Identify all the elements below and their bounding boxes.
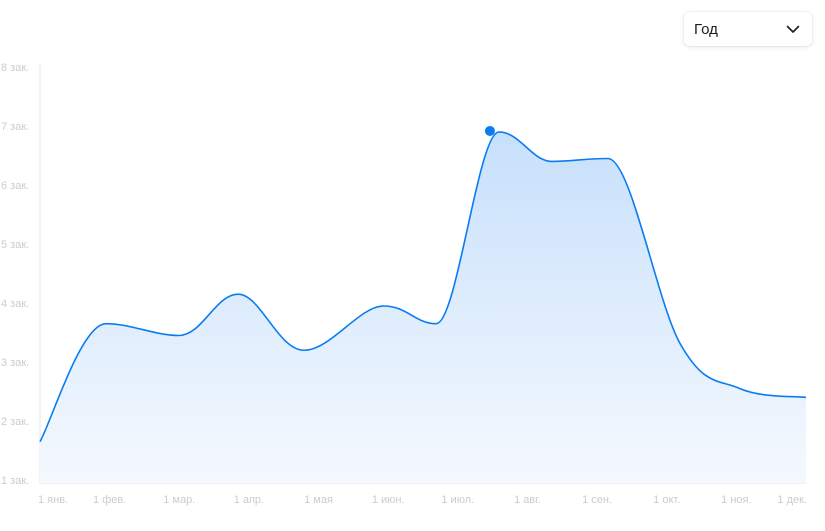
x-tick-label: 1 мар. [163,494,195,506]
x-tick-label: 1 сен. [582,494,612,506]
y-tick-label: 3 зак. [1,357,29,369]
x-tick-label: 1 дек. [777,494,807,506]
series-area [40,131,806,483]
x-tick-label: 1 ноя. [721,494,751,506]
y-tick-label: 8 зак. [1,62,29,74]
y-tick-label: 2 зак. [1,416,29,428]
y-tick-label: 6 зак. [1,180,29,192]
y-tick-label: 4 зак. [1,298,29,310]
highlight-point[interactable] [484,125,495,136]
y-tick-label: 1 зак. [1,475,29,487]
chevron-down-icon [786,22,800,36]
series-points [484,125,495,136]
x-tick-label: 1 авг. [514,494,541,506]
x-tick-label: 1 фев. [93,494,126,506]
period-select-value: Год [694,20,718,38]
y-tick-label: 5 зак. [1,239,29,251]
x-tick-label: 1 июн. [372,494,405,506]
x-tick-label: 1 янв. [38,494,68,506]
x-tick-label: 1 мая [304,494,333,506]
y-axis-ticks: 1 зак. 2 зак. 3 зак. 4 зак. 5 зак. 6 зак. 7 за… [1,62,29,487]
period-select[interactable]: Год [684,12,812,46]
x-axis-ticks: 1 янв. 1 фев. 1 мар. 1 апр. 1 мая 1 июн. 1 июл… [38,494,807,506]
x-tick-label: 1 июл. [441,494,474,506]
x-tick-label: 1 апр. [234,494,264,506]
x-tick-label: 1 окт. [653,494,680,506]
series-line [39,131,807,443]
y-tick-label: 7 зак. [1,121,29,133]
